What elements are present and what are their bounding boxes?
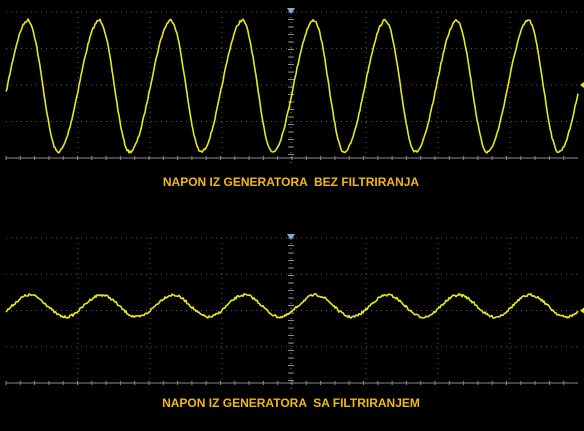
waveform	[5, 293, 579, 319]
right-marker	[580, 307, 584, 314]
top-caption: NAPON IZ GENERATORA BEZ FILTRIRANJA	[163, 175, 420, 189]
bottom-panel	[5, 234, 584, 391]
right-marker	[580, 82, 584, 88]
waveform	[5, 18, 579, 154]
trigger-marker	[287, 234, 295, 240]
top-panel	[5, 8, 584, 166]
trigger-marker	[287, 8, 295, 14]
bottom-caption: NAPON IZ GENERATORA SA FILTRIRANJEM	[162, 396, 420, 410]
